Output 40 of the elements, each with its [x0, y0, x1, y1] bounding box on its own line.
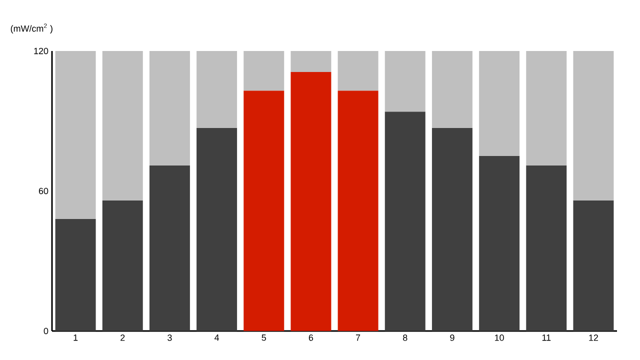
bar: [149, 165, 190, 331]
x-tick-label: 9: [450, 334, 454, 341]
bar: [338, 90, 378, 331]
bar: [149, 50, 190, 166]
bar: [196, 50, 238, 128]
y-tick-label: 0: [44, 328, 48, 334]
x-tick-label: 12: [589, 334, 598, 341]
bar: [244, 50, 284, 91]
x-tick-label: 7: [356, 334, 360, 341]
bar: [573, 50, 614, 200]
bar: [244, 90, 284, 331]
bar: [290, 72, 332, 331]
x-tick-label: 5: [262, 334, 266, 341]
bar: [526, 165, 567, 331]
y-tick-label: 120: [34, 48, 48, 54]
bar: [479, 50, 520, 156]
bar: [290, 50, 332, 72]
bar: [384, 50, 426, 112]
bar: [55, 50, 96, 219]
bar: [432, 50, 472, 128]
bar: [196, 128, 238, 331]
x-tick-label: 6: [308, 334, 314, 341]
bar: [102, 50, 143, 200]
x-tick-label: 8: [403, 334, 408, 341]
bar: [526, 50, 567, 166]
bar: [102, 200, 143, 331]
x-tick-label: 10: [494, 334, 504, 341]
x-tick-label: 3: [168, 334, 172, 341]
y-axis-title: (mW/cm$^{2}$ ): [10, 24, 52, 34]
bar: [384, 112, 426, 331]
y-tick-label: 60: [38, 188, 48, 194]
bar: [338, 50, 378, 91]
x-tick-label: 2: [120, 334, 125, 341]
x-tick-label: 1: [74, 334, 78, 341]
x-tick-label: 4: [214, 334, 220, 341]
bar: [573, 200, 614, 331]
bar: [479, 156, 520, 331]
bar: [55, 219, 96, 331]
x-tick-label: 11: [542, 334, 551, 341]
bar: [432, 128, 472, 331]
